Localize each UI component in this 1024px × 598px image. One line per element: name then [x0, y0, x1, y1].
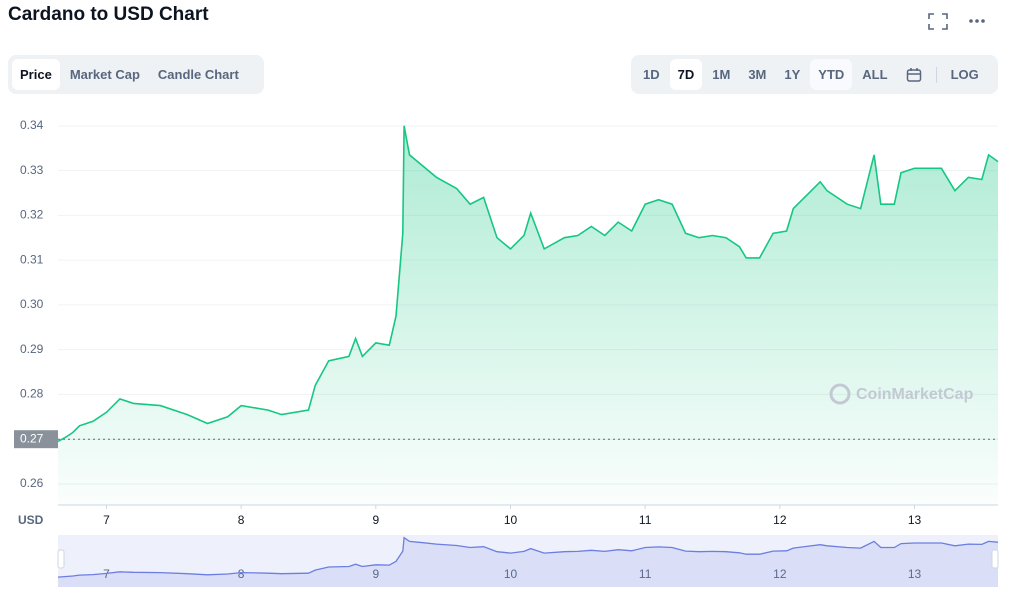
x-tick-label: 11 [639, 513, 652, 527]
range-button[interactable]: 7D [669, 59, 703, 90]
y-tick-label: 0.32 [20, 208, 44, 222]
range-button[interactable]: 1Y [784, 67, 801, 82]
chart-title: Cardano to USD Chart [8, 4, 209, 25]
navigator-tick-label: 9 [372, 567, 379, 581]
range-group: 1D 7D 1M 3M 1Y YTD ALL LOG [631, 55, 998, 94]
navigator-tick-label: 13 [908, 567, 922, 581]
navigator-tick-label: 11 [639, 567, 652, 581]
range-button[interactable]: 3M [748, 67, 767, 82]
tab[interactable]: Candle Chart [157, 67, 239, 82]
fullscreen-icon[interactable] [928, 13, 948, 30]
area [58, 125, 998, 506]
range-button[interactable]: YTD [810, 59, 853, 90]
tab[interactable]: Market Cap [69, 67, 140, 82]
scale-button[interactable]: LOG [950, 67, 979, 82]
y-axis-label: USD [18, 513, 44, 527]
x-tick-label: 7 [103, 513, 110, 527]
x-tick-label: 9 [372, 513, 379, 527]
range-button[interactable]: ALL [862, 67, 888, 82]
y-tick-label: 0.33 [20, 163, 44, 177]
navigator-tick-label: 7 [103, 567, 110, 581]
separator [935, 66, 937, 83]
x-tick-label: 12 [773, 513, 787, 527]
range-button[interactable]: 1D [643, 67, 660, 82]
y-tick-label: 0.27 [20, 431, 44, 445]
tab-group: Price Market Cap Candle Chart [8, 55, 264, 94]
x-tick-label: 13 [908, 513, 922, 527]
watermark: CoinMarketCap [856, 386, 974, 403]
navigator-tick-label: 10 [504, 567, 518, 581]
navigator-line [57, 536, 999, 578]
x-tick-label: 8 [238, 513, 245, 527]
y-tick-label: 0.29 [20, 342, 44, 356]
more-icon[interactable] [969, 19, 985, 23]
x-tick-label: 10 [504, 513, 518, 527]
calendar-icon [906, 67, 921, 82]
navigator-handle[interactable] [991, 549, 999, 569]
navigator-tick-label: 12 [773, 567, 787, 581]
y-tick-label: 0.34 [20, 118, 44, 132]
y-tick-label: 0.26 [20, 476, 44, 490]
y-tick-label: 0.28 [20, 387, 44, 401]
calendar-button[interactable] [898, 59, 930, 91]
price-line [57, 125, 999, 443]
navigator-tick-label: 8 [238, 567, 245, 581]
tab[interactable]: Price [12, 59, 60, 90]
navigator-area [58, 537, 998, 587]
y-tick-label: 0.31 [20, 252, 44, 266]
navigator[interactable] [58, 535, 998, 587]
range-button[interactable]: 1M [712, 67, 731, 82]
y-tick-label: 0.30 [20, 297, 44, 311]
watermark-logo [829, 383, 851, 405]
navigator-handle[interactable] [57, 549, 65, 569]
price-label-box [14, 430, 58, 449]
